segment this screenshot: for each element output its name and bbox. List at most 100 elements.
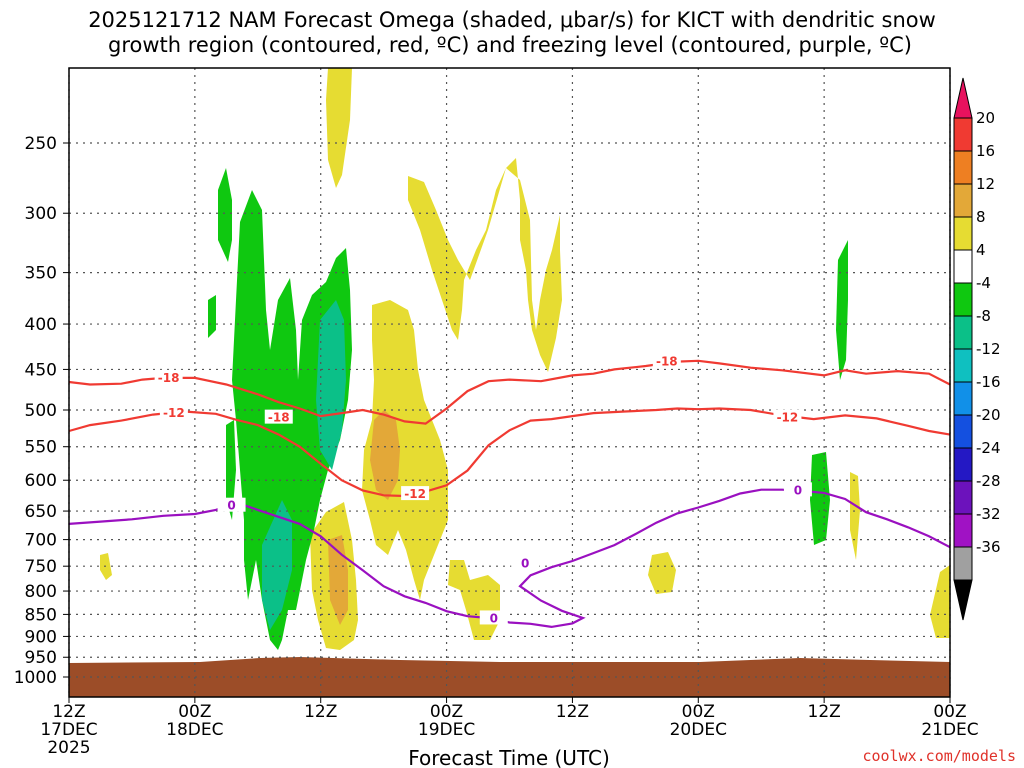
- omega-shading: [69, 68, 950, 697]
- y-axis-ticks: 2503003504004505005506006507007508008509…: [14, 134, 69, 688]
- y-tick-label: 650: [25, 502, 57, 522]
- y-tick-label: 800: [25, 582, 57, 602]
- omega-negative-region: [316, 300, 346, 470]
- contour-label: -12: [777, 411, 799, 425]
- contour-label-bg: [264, 409, 293, 424]
- x-axis-label: Forecast Time (UTC): [408, 746, 610, 768]
- y-tick-label: 600: [25, 471, 57, 491]
- colorbar-swatch: [953, 117, 973, 152]
- omega-negative-region: [836, 240, 848, 380]
- colorbar-bottom-arrow: [953, 579, 973, 621]
- y-tick-label: 500: [25, 401, 57, 421]
- y-tick-label: 300: [25, 204, 57, 224]
- contour-label: -18: [656, 355, 678, 369]
- omega-positive-region: [648, 552, 676, 594]
- omega-positive-region: [448, 560, 500, 640]
- y-tick-label: 550: [25, 438, 57, 458]
- omega-negative-region: [262, 500, 292, 630]
- y-tick-label: 950: [25, 648, 57, 668]
- omega-negative-region: [810, 452, 830, 545]
- x-tick-label: 20DEC: [670, 720, 727, 740]
- colorbar-label: -12: [976, 340, 1001, 358]
- y-tick-label: 850: [25, 605, 57, 625]
- grid-lines: [68, 68, 951, 697]
- y-tick-label: 700: [25, 531, 57, 551]
- contour-label-bg: [217, 497, 246, 512]
- omega-positive-region: [362, 300, 448, 600]
- colorbar-swatch: [953, 480, 973, 515]
- omega-negative-region: [226, 420, 236, 520]
- omega-positive-region: [408, 158, 562, 372]
- omega-positive-region: [930, 565, 950, 638]
- contour-series: -18 -18 -18 -12 -12 -12 0 0 0 0: [68, 353, 951, 629]
- colorbar-label: 12: [976, 175, 995, 193]
- colorbar-swatch: [953, 249, 973, 284]
- terrain-fill: [69, 657, 950, 697]
- colorbar-swatch: [953, 546, 973, 581]
- contour-label-bg: [783, 482, 812, 497]
- colorbar-label: -32: [976, 505, 1001, 523]
- contour-label: 0: [490, 611, 498, 625]
- contour-label-bg: [652, 353, 681, 368]
- colorbar-label: -20: [976, 406, 1001, 424]
- x-tick-label: 19DEC: [418, 720, 475, 740]
- x-tick-label: 00Z: [682, 702, 715, 722]
- colorbar-label: 8: [976, 208, 986, 226]
- chart-title-line1: 2025121712 NAM Forecast Omega (shaded, μ…: [88, 8, 936, 32]
- x-tick-label: 12Z: [52, 702, 85, 722]
- omega-positive-region: [328, 535, 348, 625]
- x-tick-label: 00Z: [933, 702, 966, 722]
- colorbar-label: -4: [976, 274, 991, 292]
- colorbar-label: -28: [976, 472, 1001, 490]
- y-tick-label: 750: [25, 557, 57, 577]
- x-tick-label: 17DEC: [40, 720, 97, 740]
- colorbar-swatch: [953, 216, 973, 251]
- contour-label: -18: [268, 411, 290, 425]
- colorbar-swatch: [953, 315, 973, 350]
- x-tick-label: 21DEC: [921, 720, 978, 740]
- colorbar-swatch: [953, 381, 973, 416]
- plot-frame: [68, 67, 951, 698]
- omega-positive-region: [370, 410, 400, 500]
- colorbar-label: -16: [976, 373, 1001, 391]
- colorbar-label: 20: [976, 109, 995, 127]
- colorbar-label: -36: [976, 538, 1001, 556]
- colorbar: 20 16 12 8 4 -4 -8 -12 -16 -20 -24 -28 -32 -36: [953, 77, 1001, 621]
- contour-label: -18: [158, 371, 180, 385]
- x-tick-label: 12Z: [808, 702, 841, 722]
- colorbar-swatch: [953, 150, 973, 185]
- y-tick-label: 400: [25, 315, 57, 335]
- contour-label-bg: [159, 405, 188, 420]
- colorbar-label: 4: [976, 241, 986, 259]
- y-tick-label: 450: [25, 360, 57, 380]
- omega-negative-region: [218, 168, 232, 262]
- credit-text[interactable]: coolwx.com/models: [862, 747, 1016, 765]
- colorbar-swatch: [953, 513, 973, 548]
- contour-label-bg: [773, 409, 802, 424]
- x-tick-label: 12Z: [304, 702, 337, 722]
- contour-label: -12: [163, 406, 185, 420]
- contour-label-bg: [401, 486, 430, 501]
- colorbar-label: -24: [976, 439, 1001, 457]
- contour-label: -12: [404, 487, 426, 501]
- y-tick-label: 1000: [14, 668, 57, 688]
- y-tick-label: 900: [25, 627, 57, 647]
- omega-negative-region: [208, 295, 216, 338]
- contour-line-minus18: [68, 359, 951, 425]
- colorbar-swatch: [953, 348, 973, 383]
- colorbar-label: 16: [976, 142, 995, 160]
- contour-label-bg: [511, 555, 540, 570]
- colorbar-top-arrow: [953, 77, 973, 119]
- y-tick-label: 350: [25, 264, 57, 284]
- colorbar-label: -8: [976, 307, 991, 325]
- contour-label: 0: [521, 557, 529, 571]
- colorbar-swatch: [953, 447, 973, 482]
- chart-title-line2: growth region (contoured, red, ºC) and f…: [108, 33, 912, 57]
- x-tick-label: 00Z: [178, 702, 211, 722]
- contour-label: 0: [794, 483, 802, 497]
- x-tick-label: 00Z: [430, 702, 463, 722]
- contour-label-bg: [479, 610, 508, 625]
- y-tick-label: 250: [25, 134, 57, 154]
